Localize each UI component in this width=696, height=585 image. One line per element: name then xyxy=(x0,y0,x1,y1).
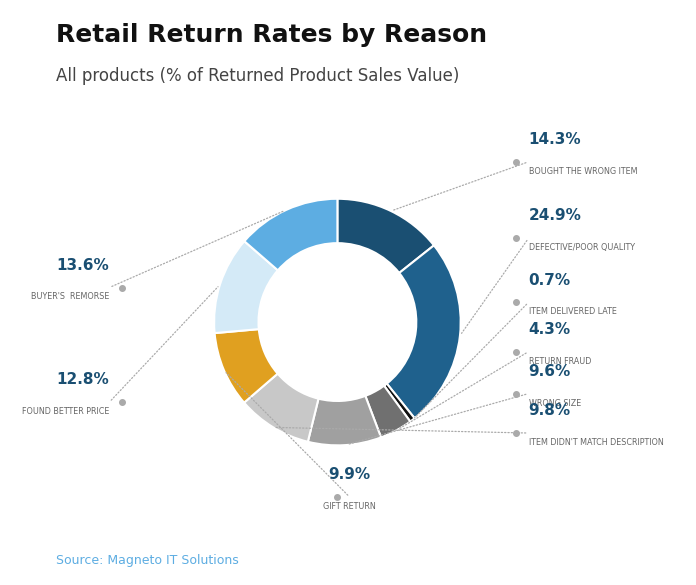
Text: 13.6%: 13.6% xyxy=(56,258,109,273)
Wedge shape xyxy=(214,241,278,333)
Text: BOUGHT THE WRONG ITEM: BOUGHT THE WRONG ITEM xyxy=(528,167,637,176)
Text: All products (% of Returned Product Sales Value): All products (% of Returned Product Sale… xyxy=(56,67,459,85)
Text: 12.8%: 12.8% xyxy=(56,373,109,387)
Wedge shape xyxy=(384,384,415,422)
Text: ITEM DELIVERED LATE: ITEM DELIVERED LATE xyxy=(528,307,617,316)
Text: ITEM DIDN'T MATCH DESCRIPTION: ITEM DIDN'T MATCH DESCRIPTION xyxy=(528,438,663,447)
Text: 0.7%: 0.7% xyxy=(528,273,571,288)
Wedge shape xyxy=(387,245,461,418)
Wedge shape xyxy=(244,199,338,270)
Text: 9.6%: 9.6% xyxy=(528,364,571,378)
Text: 24.9%: 24.9% xyxy=(528,208,581,223)
Text: RETURN FRAUD: RETURN FRAUD xyxy=(528,357,591,366)
Text: 4.3%: 4.3% xyxy=(528,322,571,337)
Text: Retail Return Rates by Reason: Retail Return Rates by Reason xyxy=(56,23,487,47)
Text: BUYER'S  REMORSE: BUYER'S REMORSE xyxy=(31,292,109,301)
Text: WRONG SIZE: WRONG SIZE xyxy=(528,398,580,408)
Wedge shape xyxy=(338,199,434,273)
Text: 9.9%: 9.9% xyxy=(329,467,371,483)
Text: DEFECTIVE/POOR QUALITY: DEFECTIVE/POOR QUALITY xyxy=(528,243,635,252)
Wedge shape xyxy=(244,374,319,442)
Wedge shape xyxy=(365,386,410,438)
Text: GIFT RETURN: GIFT RETURN xyxy=(324,502,376,511)
Text: FOUND BETTER PRICE: FOUND BETTER PRICE xyxy=(22,407,109,416)
Text: 14.3%: 14.3% xyxy=(528,132,581,147)
Wedge shape xyxy=(214,329,278,402)
Wedge shape xyxy=(308,396,381,445)
Text: Source: Magneto IT Solutions: Source: Magneto IT Solutions xyxy=(56,555,239,567)
Text: 9.8%: 9.8% xyxy=(528,403,571,418)
